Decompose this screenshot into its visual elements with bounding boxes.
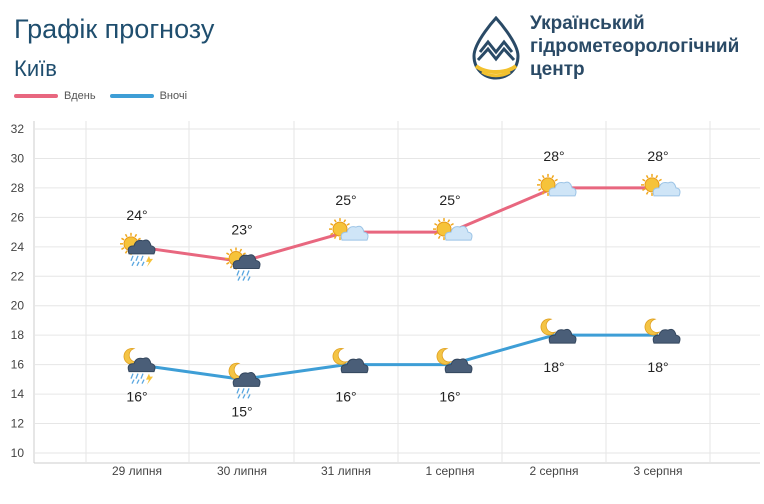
legend-swatch-night xyxy=(109,94,154,98)
y-tick-label: 28 xyxy=(11,181,25,195)
day-temp-label: 25° xyxy=(335,192,356,208)
night-temp-label: 18° xyxy=(647,359,668,375)
ukrhydromet-logo-icon xyxy=(472,16,520,80)
y-tick-label: 14 xyxy=(11,387,25,401)
organization-name: Український гідрометеорологічний центр xyxy=(530,13,740,80)
chart-title: Графік прогнозу xyxy=(14,14,215,44)
legend-label-night: Вночі xyxy=(159,90,188,102)
y-tick-label: 10 xyxy=(11,446,25,460)
moon-thunderstorm-rain-icon xyxy=(123,347,156,385)
y-tick-label: 24 xyxy=(11,240,25,254)
moon-cloud-icon xyxy=(436,347,473,374)
x-tick-label: 30 липня xyxy=(217,464,267,478)
moon-cloud-icon xyxy=(644,318,681,344)
x-tick-label: 3 серпня xyxy=(634,464,683,478)
y-tick-label: 16 xyxy=(11,358,25,372)
x-tick-label: 29 липня xyxy=(112,464,162,478)
y-tick-label: 26 xyxy=(11,210,25,224)
y-tick-label: 30 xyxy=(11,151,25,165)
legend-swatch-day xyxy=(14,94,58,98)
sun-cloud-icon xyxy=(433,218,473,241)
night-temp-label: 16° xyxy=(335,389,356,405)
y-tick-label: 32 xyxy=(11,122,25,136)
moon-rain-icon xyxy=(228,362,261,399)
x-tick-label: 31 липня xyxy=(321,464,371,478)
day-temp-label: 23° xyxy=(231,222,252,238)
y-tick-label: 18 xyxy=(11,328,25,342)
y-tick-label: 12 xyxy=(11,417,25,431)
y-tick-label: 20 xyxy=(11,299,25,313)
x-tick-label: 1 серпня xyxy=(426,464,475,478)
legend-item-night: Вночі xyxy=(109,90,188,102)
sun-thunderstorm-rain-icon xyxy=(120,232,156,267)
city-name: Київ xyxy=(14,56,57,81)
night-temp-label: 16° xyxy=(439,389,460,405)
night-temp-label: 16° xyxy=(126,389,147,405)
sun-cloud-icon xyxy=(641,173,681,197)
sun-rain-icon xyxy=(225,247,261,281)
y-tick-label: 22 xyxy=(11,269,25,283)
legend-item-day: Вдень xyxy=(14,90,96,102)
day-temp-label: 28° xyxy=(647,148,668,164)
day-temp-label: 24° xyxy=(126,207,147,223)
day-temp-label: 28° xyxy=(543,148,564,164)
legend-label-day: Вдень xyxy=(64,90,96,102)
chart-legend: Вдень Вночі xyxy=(14,90,201,102)
day-temp-label: 25° xyxy=(439,192,460,208)
sun-cloud-icon xyxy=(537,173,577,197)
night-temp-label: 18° xyxy=(543,359,564,375)
night-temp-label: 15° xyxy=(231,403,252,419)
x-tick-label: 2 серпня xyxy=(530,464,579,478)
moon-cloud-icon xyxy=(540,318,577,344)
sun-cloud-icon xyxy=(329,218,369,241)
moon-cloud-icon xyxy=(332,347,369,374)
